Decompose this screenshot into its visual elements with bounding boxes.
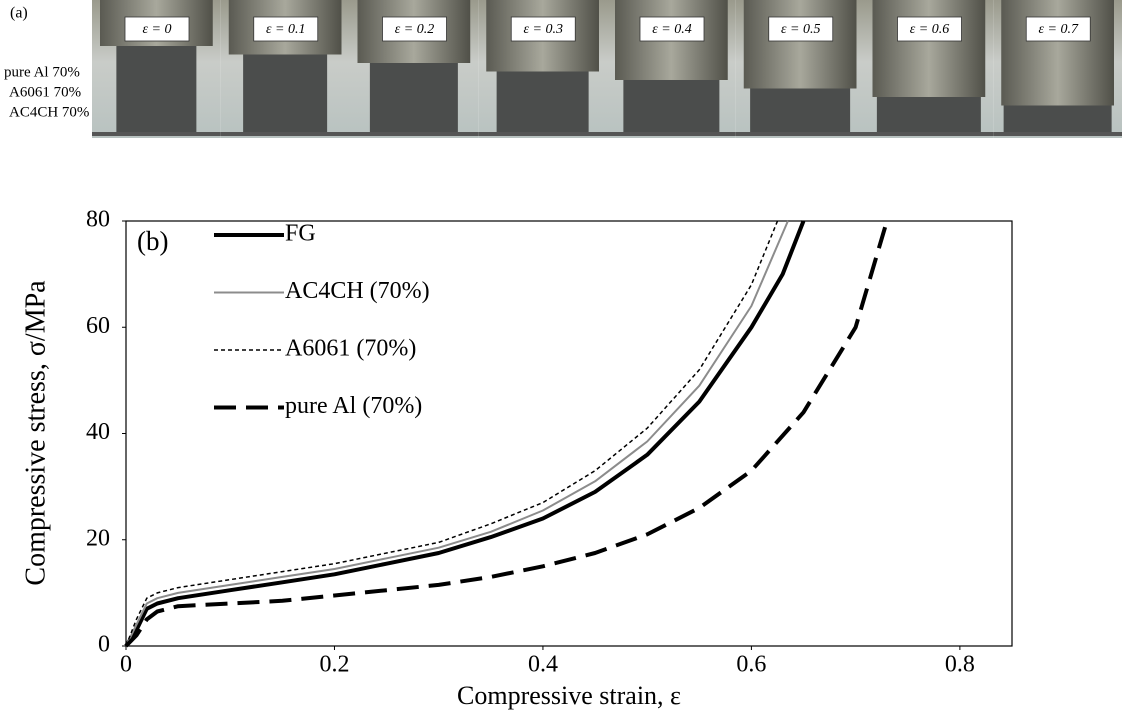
frame-label-box bbox=[510, 16, 576, 42]
legend-label: AC4CH (70%) bbox=[285, 278, 430, 304]
row-label: pure Al 70% bbox=[4, 64, 80, 80]
frame-label-box bbox=[124, 16, 190, 42]
panel-label: (b) bbox=[137, 226, 168, 256]
specimen bbox=[1003, 105, 1112, 132]
x-tick-label: 0 bbox=[120, 652, 132, 678]
specimen bbox=[496, 71, 589, 132]
y-tick-label: 60 bbox=[86, 313, 110, 339]
specimen bbox=[623, 80, 720, 132]
specimen bbox=[369, 63, 458, 132]
panel-label: (a) bbox=[10, 5, 28, 22]
frame-label-box bbox=[253, 16, 319, 42]
legend-label: pure Al (70%) bbox=[285, 393, 422, 419]
y-tick-label: 20 bbox=[86, 525, 110, 551]
x-tick-label: 0.2 bbox=[319, 652, 349, 678]
plot-frame bbox=[125, 220, 1013, 647]
legend-label: FG bbox=[285, 221, 316, 247]
row-label: A6061 70% bbox=[9, 84, 81, 100]
frame-label: ε = 0.3 bbox=[524, 22, 563, 37]
series-line bbox=[124, 220, 889, 648]
frame-label: ε = 0 bbox=[143, 22, 172, 37]
specimen bbox=[750, 88, 851, 132]
frame-label: ε = 0.2 bbox=[395, 22, 434, 37]
series-line bbox=[125, 220, 789, 647]
y-tick-label: 0 bbox=[98, 632, 110, 658]
series-line bbox=[125, 220, 779, 647]
y-tick-label: 80 bbox=[86, 207, 110, 233]
frame-label: ε = 0.7 bbox=[1039, 22, 1079, 37]
x-tick-label: 0.8 bbox=[945, 652, 975, 678]
frame-label-box bbox=[768, 16, 834, 42]
chart: (b) Compressive strain, ε Compressive st… bbox=[20, 207, 1013, 710]
y-axis-label: Compressive stress, σ/MPa bbox=[20, 280, 51, 586]
legend-label: A6061 (70%) bbox=[285, 336, 416, 362]
row-label: AC4CH 70% bbox=[9, 104, 89, 120]
frame-label-box bbox=[897, 16, 962, 42]
photo-strip: ε = 0 ε = 0.1 ε = 0.2 ε = 0.3 ε = 0.4 ε = 0.5… bbox=[92, 0, 1122, 138]
frame-label: ε = 0.6 bbox=[910, 22, 949, 37]
series-line bbox=[124, 220, 806, 648]
frame-label-box bbox=[382, 16, 447, 42]
specimen bbox=[876, 97, 981, 132]
press-plate bbox=[1001, 0, 1114, 106]
frame-label: ε = 0.4 bbox=[652, 22, 691, 37]
x-tick-label: 0.4 bbox=[528, 652, 558, 678]
frame-label-box bbox=[639, 16, 705, 42]
frame-label: ε = 0.5 bbox=[781, 22, 820, 37]
x-tick-label: 0.6 bbox=[736, 652, 766, 678]
press-plate bbox=[743, 0, 857, 89]
x-axis-label: Compressive strain, ε bbox=[457, 681, 681, 710]
frame-label-box bbox=[1025, 16, 1091, 42]
frame-label: ε = 0.1 bbox=[266, 22, 305, 37]
specimen bbox=[243, 54, 328, 132]
specimen bbox=[116, 46, 197, 132]
press-plate bbox=[872, 0, 986, 97]
y-tick-label: 40 bbox=[86, 419, 110, 445]
